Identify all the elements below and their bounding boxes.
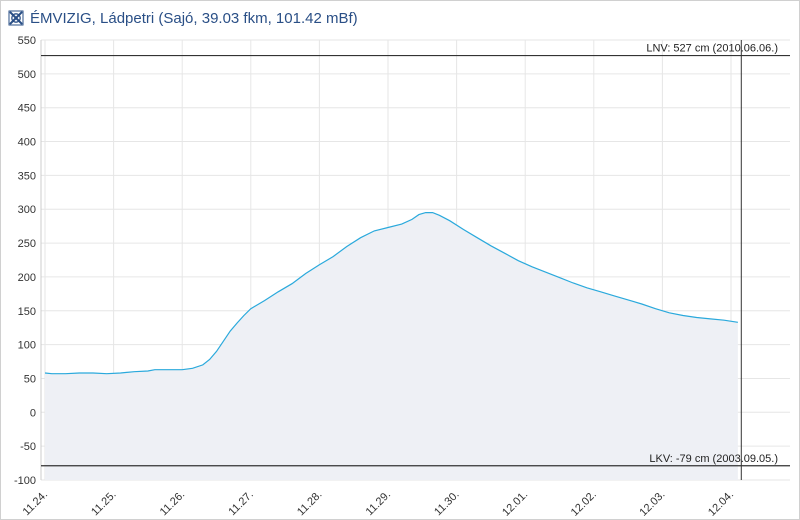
area-layer — [44, 212, 738, 480]
y-tick-label: 0 — [30, 407, 36, 419]
x-tick-label: 11.24. — [21, 489, 51, 519]
y-tick-label: -50 — [20, 441, 36, 453]
reference-lines: LNV: 527 cm (2010.06.06.) LKV: -79 cm (20… — [41, 40, 790, 480]
reference-line-label: LKV: -79 cm (2003.09.05.) — [649, 453, 778, 465]
x-tick-label: 11.28. — [295, 489, 325, 519]
y-tick-label: 100 — [18, 340, 36, 352]
y-tick-label: 150 — [18, 306, 36, 318]
x-tick-label: 11.29. — [364, 489, 394, 519]
y-tick-labels: -100 -50 0 50 100 150 200 250 300 350 400 450 500 550 — [14, 35, 36, 487]
y-tick-label: 550 — [18, 35, 36, 47]
x-tick-label: 11.26. — [158, 489, 188, 519]
y-tick-label: 450 — [18, 103, 36, 115]
x-tick-label: 11.25. — [89, 489, 119, 519]
reference-line-label: LNV: 527 cm (2010.06.06.) — [646, 43, 778, 55]
series-area-fill — [45, 212, 738, 480]
x-tick-label: 11.27. — [226, 489, 256, 519]
y-tick-label: -100 — [14, 475, 36, 487]
y-tick-label: 300 — [18, 204, 36, 216]
x-tick-label: 12.02. — [569, 489, 599, 519]
x-tick-label: 11.30. — [432, 489, 462, 519]
x-tick-label: 12.04. — [706, 489, 736, 519]
y-tick-label: 250 — [18, 238, 36, 250]
x-tick-label: 12.03. — [637, 489, 667, 519]
chart-header: ÉMVIZIG, Ládpetri (Sajó, 39.03 fkm, 101.… — [8, 7, 358, 29]
chart-title: ÉMVIZIG, Ládpetri (Sajó, 39.03 fkm, 101.… — [30, 9, 358, 27]
y-tick-label: 200 — [18, 272, 36, 284]
series-line — [44, 212, 738, 375]
y-tick-label: 50 — [24, 373, 36, 385]
x-tick-labels: 11.24. 11.25. 11.26. 11.27. 11.28. 11.29. 11.3… — [21, 489, 737, 519]
y-tick-label: 500 — [18, 69, 36, 81]
y-tick-label: 400 — [18, 137, 36, 149]
x-tick-label: 12.01. — [500, 489, 530, 519]
emvizig-logo-icon — [8, 10, 24, 26]
y-tick-label: 350 — [18, 170, 36, 182]
